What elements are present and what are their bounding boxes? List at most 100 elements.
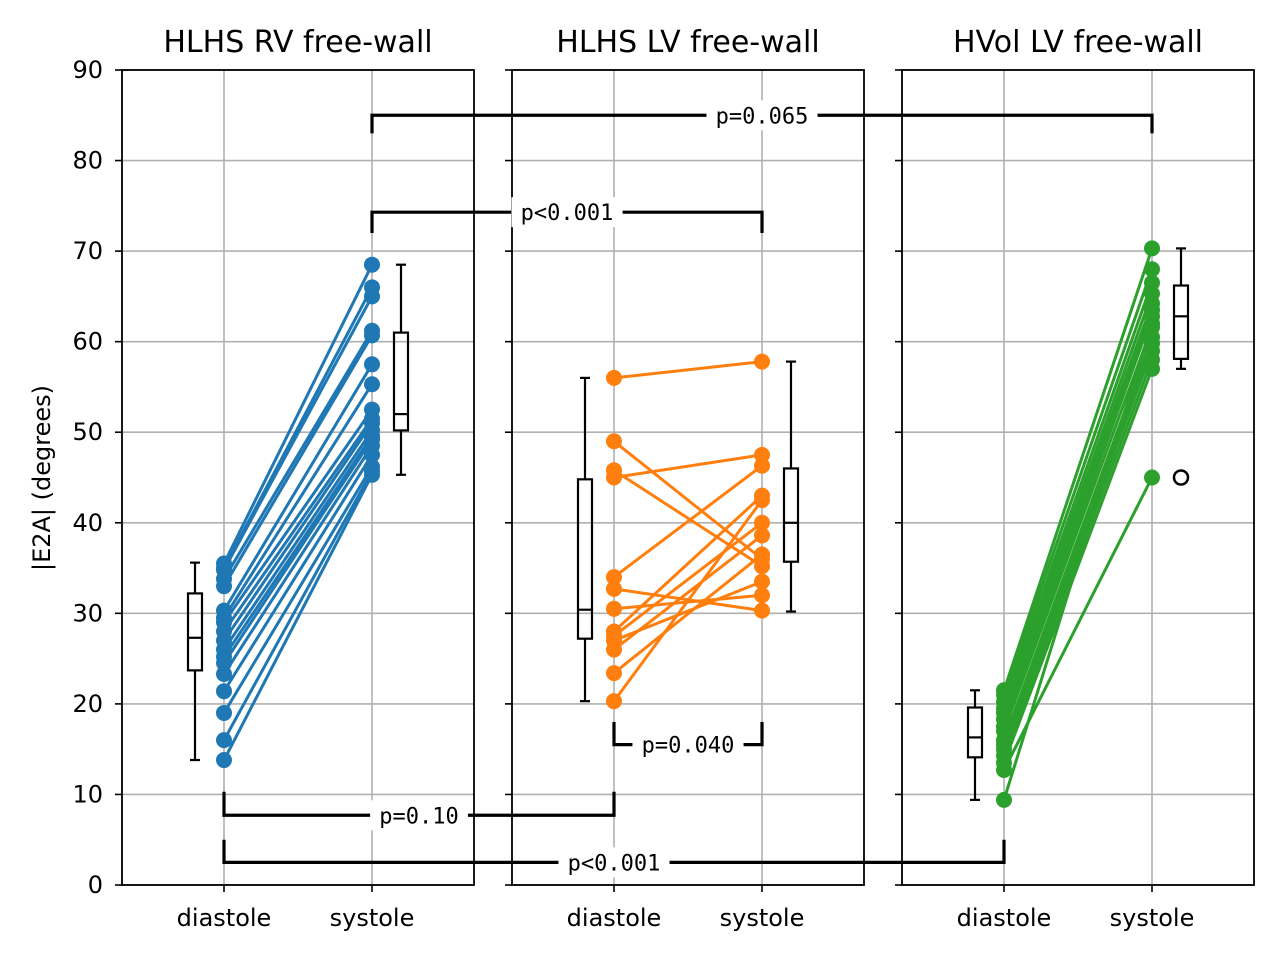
pair-line bbox=[222, 470, 374, 741]
point-systole bbox=[754, 492, 770, 509]
point-systole bbox=[754, 546, 770, 563]
box-iqr bbox=[782, 467, 800, 563]
pair-line bbox=[1002, 303, 1154, 714]
pair-line bbox=[222, 422, 374, 642]
pair-line bbox=[1002, 326, 1154, 732]
pair-line bbox=[1002, 342, 1154, 746]
pair-line bbox=[1002, 315, 1154, 728]
pair-line bbox=[613, 534, 763, 651]
y-tick-label: 80 bbox=[72, 147, 103, 175]
p-value-label: p=0.040 bbox=[642, 734, 735, 759]
pair-line bbox=[1002, 350, 1154, 750]
point-systole bbox=[1144, 315, 1160, 332]
point-systole bbox=[364, 446, 380, 463]
p-value-label: p<0.001 bbox=[521, 201, 614, 226]
pair-line bbox=[612, 499, 764, 703]
point-diastole bbox=[216, 666, 232, 683]
pair-line bbox=[222, 435, 374, 658]
pair-line bbox=[613, 453, 763, 479]
x-tick-label-diastole: diastole bbox=[567, 904, 662, 932]
panel-frame bbox=[511, 69, 865, 886]
point-systole bbox=[754, 602, 770, 619]
y-tick-label: 20 bbox=[72, 690, 103, 718]
point-systole bbox=[1144, 240, 1160, 257]
series-points bbox=[606, 353, 770, 710]
pair-line bbox=[613, 440, 763, 561]
x-tick-label-systole: systole bbox=[330, 904, 415, 932]
outlier-point bbox=[1172, 469, 1190, 486]
pair-line bbox=[1002, 268, 1154, 696]
boxplot-systole bbox=[392, 263, 410, 476]
pair-line bbox=[1002, 293, 1154, 709]
point-systole bbox=[364, 376, 380, 393]
point-systole bbox=[364, 288, 380, 305]
point-systole bbox=[364, 327, 380, 344]
series-points bbox=[996, 240, 1160, 808]
pair-line bbox=[222, 454, 374, 693]
y-tick-label: 70 bbox=[72, 237, 103, 265]
series-points bbox=[216, 256, 380, 769]
pair-line bbox=[222, 363, 374, 612]
point-systole bbox=[754, 558, 770, 575]
p-value-bracket-0: p=0.065 bbox=[370, 100, 1154, 134]
pair-line bbox=[222, 465, 374, 714]
significance-annotations: p=0.065 p<0.001 p=0.040 p=0.10 p<0.001 bbox=[222, 100, 1154, 878]
pair-line bbox=[613, 553, 763, 675]
pair-line bbox=[222, 408, 374, 624]
point-diastole bbox=[996, 791, 1012, 808]
point-diastole bbox=[996, 761, 1012, 778]
point-systole bbox=[754, 514, 770, 531]
x-tick-label-systole: systole bbox=[720, 904, 805, 932]
point-systole bbox=[1144, 360, 1160, 377]
pair-line bbox=[222, 438, 374, 664]
point-systole bbox=[1144, 469, 1160, 486]
pair-line bbox=[222, 429, 374, 651]
point-diastole bbox=[606, 580, 622, 597]
pair-line bbox=[613, 468, 763, 568]
point-diastole bbox=[606, 469, 622, 486]
y-tick-label: 60 bbox=[72, 328, 103, 356]
p-value-bracket-3: p=0.10 bbox=[222, 791, 616, 831]
panel-title: HVol LV free-wall bbox=[953, 25, 1203, 60]
y-tick-label: 10 bbox=[72, 780, 103, 808]
y-tick-label: 30 bbox=[72, 599, 103, 627]
pair-line bbox=[222, 444, 374, 675]
boxplot-diastole bbox=[186, 561, 204, 762]
pair-line bbox=[1002, 309, 1154, 720]
x-tick-label-diastole: diastole bbox=[957, 904, 1052, 932]
point-diastole bbox=[606, 665, 622, 682]
p-value-bracket-4: p<0.001 bbox=[222, 839, 1006, 878]
y-axis-ticks: 0 10 20 30 40 50 60 70 80 90 bbox=[72, 56, 103, 899]
point-diastole bbox=[606, 600, 622, 617]
box-iqr bbox=[1172, 284, 1190, 360]
grid bbox=[122, 69, 474, 886]
point-diastole bbox=[606, 641, 622, 658]
point-diastole bbox=[606, 569, 622, 586]
label-background bbox=[511, 197, 623, 228]
series-lines bbox=[1002, 247, 1154, 801]
pair-line bbox=[222, 264, 374, 565]
point-systole bbox=[1144, 261, 1160, 278]
point-diastole bbox=[216, 704, 232, 721]
pair-line bbox=[222, 295, 374, 571]
point-systole bbox=[364, 356, 380, 373]
y-axis-label: |E2A| (degrees) bbox=[28, 385, 56, 571]
p-value-label: p=0.065 bbox=[716, 104, 809, 129]
label-background bbox=[706, 100, 818, 131]
point-systole bbox=[364, 466, 380, 483]
box-iqr bbox=[186, 592, 204, 672]
point-systole bbox=[754, 457, 770, 474]
pair-line bbox=[1002, 247, 1154, 691]
panel-1: diastole systole HLHS LV free-wall bbox=[505, 25, 865, 932]
label-background bbox=[632, 729, 744, 760]
pair-line bbox=[1002, 282, 1154, 703]
p-value-label: p<0.001 bbox=[568, 851, 661, 876]
point-systole bbox=[364, 256, 380, 273]
boxplot-systole bbox=[782, 360, 800, 613]
panel-frame bbox=[901, 69, 1255, 886]
panel-title: HLHS LV free-wall bbox=[556, 25, 819, 60]
point-diastole bbox=[606, 693, 622, 710]
grid bbox=[512, 69, 864, 886]
label-background bbox=[558, 847, 670, 878]
